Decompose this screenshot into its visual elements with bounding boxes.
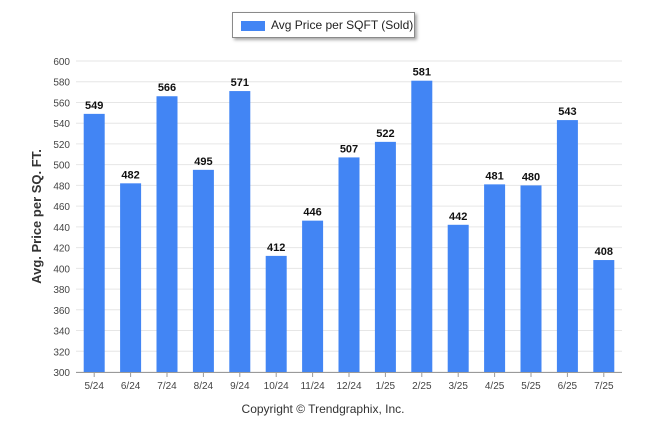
bar [374,141,396,372]
x-tick-label: 5/24 [84,381,104,392]
data-label: 482 [121,169,139,181]
data-label: 495 [194,156,212,168]
y-tick-label: 300 [53,368,70,379]
x-tick-label: 11/24 [300,381,325,392]
data-label: 549 [85,100,103,112]
x-tick-label: 12/24 [336,381,361,392]
bar [83,113,105,373]
x-tick-label: 4/25 [485,381,505,392]
data-label: 481 [485,170,503,182]
x-tick-label: 2/25 [412,381,432,392]
y-tick-label: 580 [53,78,70,89]
data-label: 408 [595,246,613,258]
copyright-footer: Copyright © Trendgraphix, Inc. [241,402,405,416]
x-tick-label: 6/25 [558,381,578,392]
x-tick-label: 10/24 [264,381,289,392]
bar [192,169,214,372]
bar [411,80,433,373]
y-tick-label: 440 [53,223,70,234]
y-tick-label: 420 [53,244,70,255]
bar [556,120,578,372]
bar [593,260,615,372]
data-label: 566 [158,82,176,94]
y-tick-label: 460 [53,202,70,213]
bar [484,184,506,372]
data-label: 480 [522,171,540,183]
data-label: 543 [558,106,576,118]
bar [302,220,324,372]
data-label: 442 [449,211,467,223]
x-tick-label: 9/24 [230,381,250,392]
data-label: 571 [231,77,249,89]
data-label: 507 [340,143,358,155]
x-tick-label: 8/24 [194,381,214,392]
y-tick-label: 320 [53,347,70,358]
bar [156,96,178,372]
y-axis-label: Avg. Price per SQ. FT. [29,149,44,284]
y-tick-label: 340 [53,327,70,338]
y-tick-label: 400 [53,264,70,275]
x-tick-label: 7/24 [157,381,177,392]
bar [447,224,469,372]
legend-label: Avg Price per SQFT (Sold) [271,18,414,32]
bar [229,91,251,373]
bar [265,255,287,372]
y-tick-label: 560 [53,98,70,109]
y-tick-label: 500 [53,161,70,172]
y-tick-label: 360 [53,306,70,317]
data-label: 581 [413,67,431,79]
bar [520,185,542,372]
y-tick-label: 480 [53,181,70,192]
data-label: 446 [303,207,321,219]
x-tick-label: 6/24 [121,381,141,392]
legend[interactable]: Avg Price per SQFT (Sold) [232,12,415,38]
y-tick-label: 380 [53,285,70,296]
y-tick-label: 540 [53,119,70,130]
y-tick-label: 600 [53,57,70,68]
x-tick-label: 1/25 [376,381,396,392]
data-label: 522 [376,128,394,140]
x-tick-label: 3/25 [448,381,468,392]
y-tick-label: 520 [53,140,70,151]
data-label: 412 [267,242,285,254]
legend-swatch [241,21,265,31]
x-tick-label: 7/25 [594,381,614,392]
bar [120,183,142,372]
bar [338,157,360,372]
x-tick-label: 5/25 [521,381,541,392]
